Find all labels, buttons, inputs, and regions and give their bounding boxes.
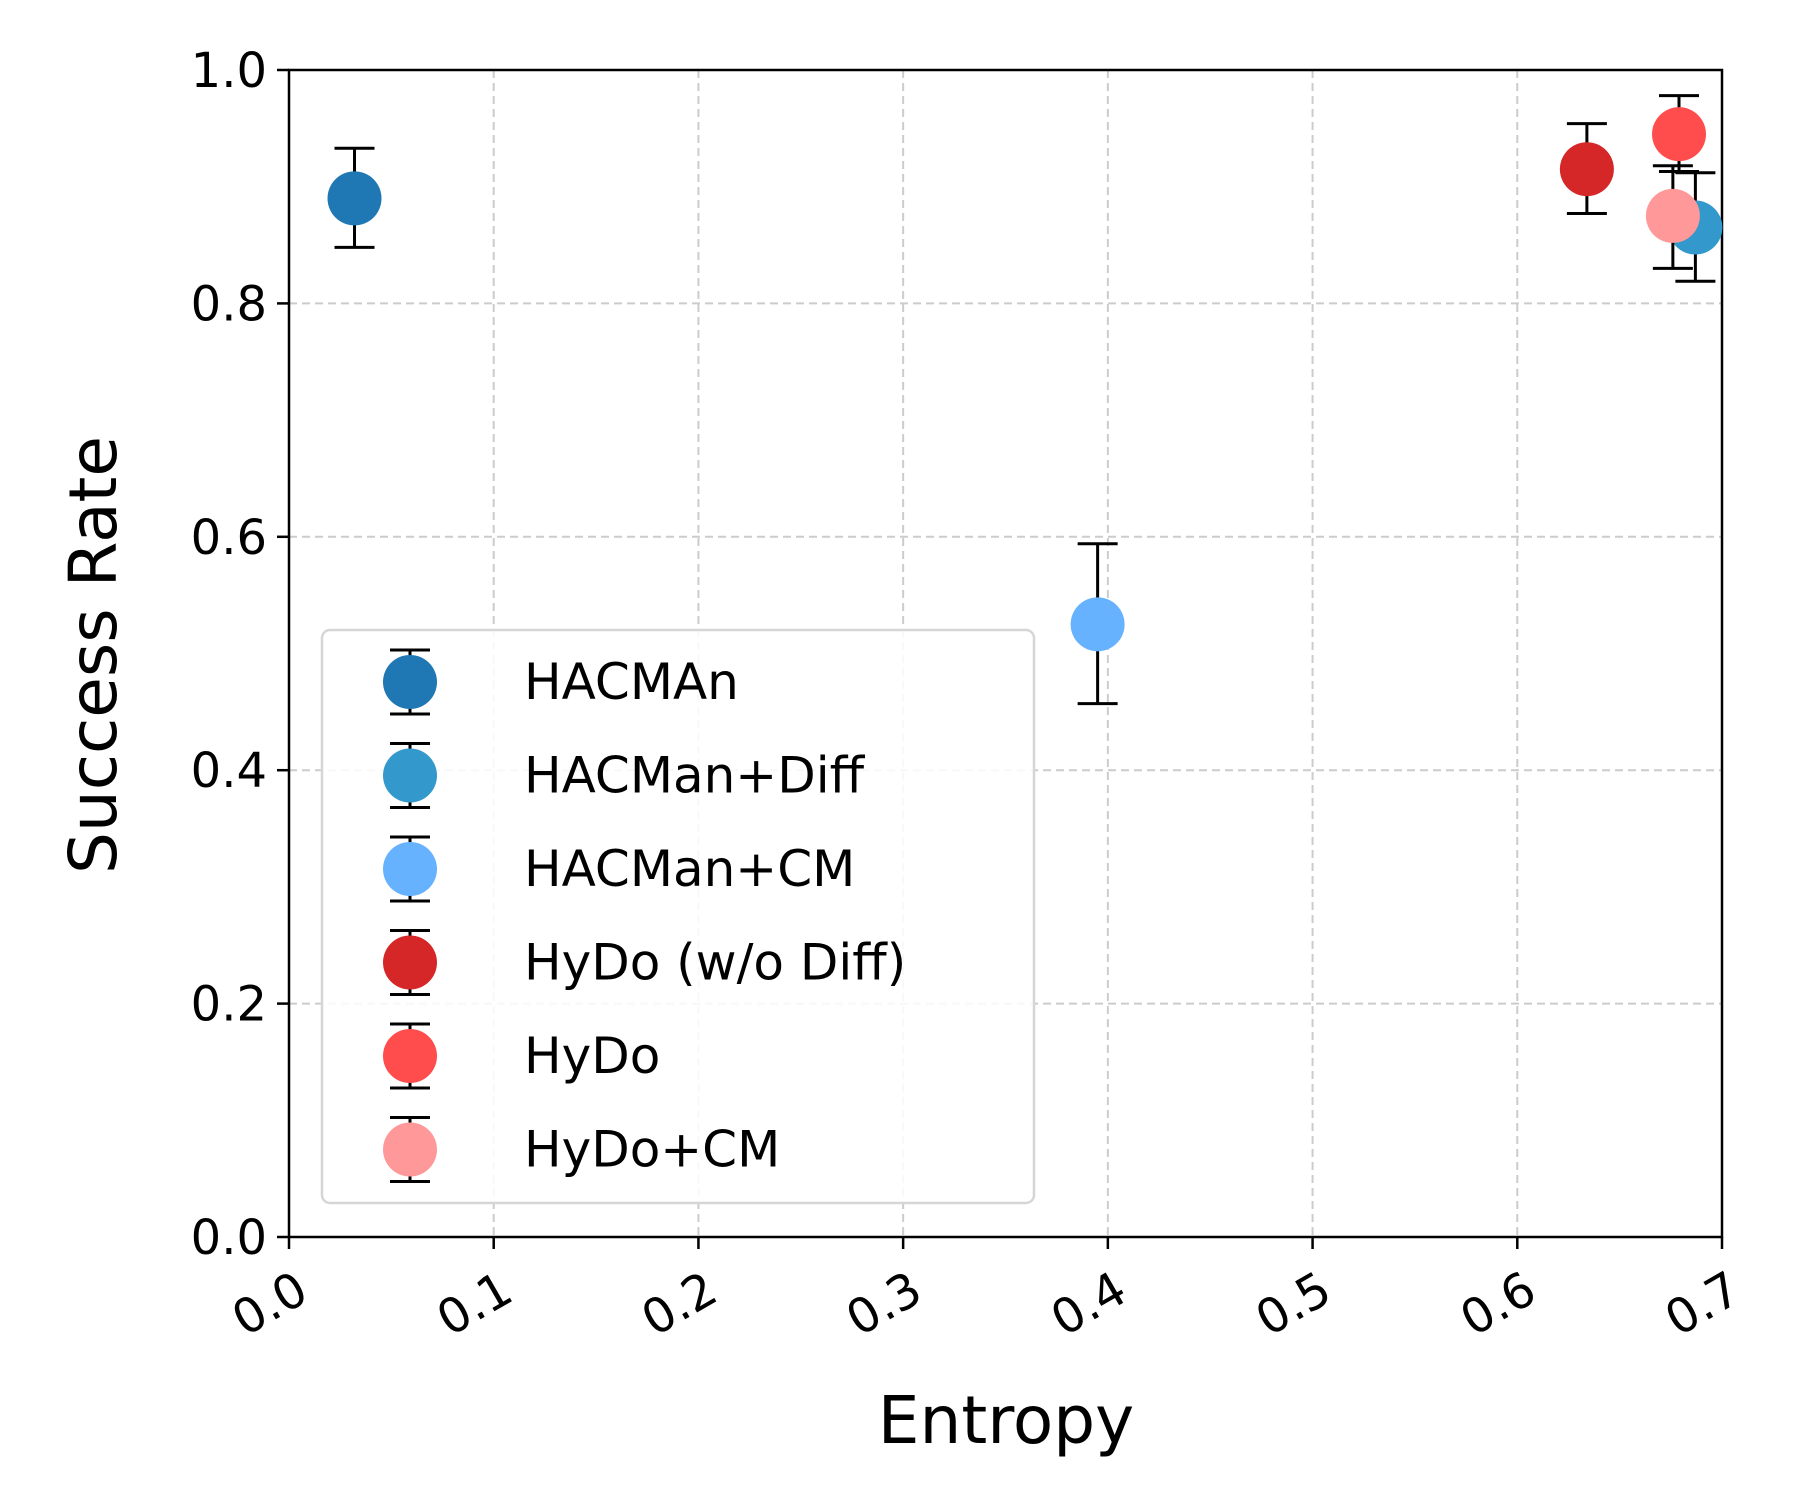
plot-frame — [287, 68, 1724, 1239]
data-point — [1645, 188, 1700, 243]
x-axis-label: Entropy — [878, 1382, 1134, 1459]
legend-marker — [383, 1122, 437, 1177]
legend-label: HACMan+CM — [524, 840, 855, 898]
x-tick-label: 0.6 — [1451, 1261, 1545, 1348]
y-tick-label: 0.0 — [191, 1210, 267, 1266]
x-tick-label: 0.7 — [1656, 1261, 1750, 1348]
x-tick-label: 0.0 — [223, 1261, 317, 1348]
data-point-group — [1652, 94, 1707, 174]
legend-marker — [383, 842, 437, 896]
y-axis-label: Success Rate — [55, 436, 132, 874]
legend-label: HyDo (w/o Diff) — [524, 934, 906, 992]
legend-item: HACMan+Diff — [383, 742, 866, 809]
legend-item: HACMAn — [383, 648, 739, 716]
x-tick-label: 0.2 — [632, 1261, 726, 1348]
data-point-group — [327, 146, 382, 249]
data-marks — [327, 94, 1723, 706]
data-point-group — [1645, 164, 1700, 270]
legend-label: HyDo+CM — [524, 1121, 780, 1179]
data-point — [1070, 597, 1125, 652]
legend-item: HACMan+CM — [383, 835, 855, 903]
y-tick-label: 0.8 — [191, 276, 267, 332]
legend-item: HyDo+CM — [383, 1116, 780, 1183]
legend: HACMAn HACMan+Diff HACMan+CM HyDo (w/o Diff… — [320, 628, 1036, 1205]
y-tick-label: 0.6 — [191, 510, 267, 566]
y-tick-label: 0.4 — [191, 743, 267, 799]
y-tick-label: 1.0 — [191, 43, 267, 99]
legend-label: HACMan+Diff — [524, 747, 866, 805]
legend-marker — [383, 935, 437, 990]
legend-item: HyDo — [383, 1022, 660, 1090]
data-point — [327, 171, 382, 226]
x-tick-label: 0.4 — [1042, 1261, 1136, 1348]
axes — [287, 68, 1724, 1239]
x-tick-label: 0.3 — [837, 1261, 931, 1348]
legend-marker — [383, 1029, 437, 1083]
data-point-group — [1559, 122, 1614, 216]
legend-label: HyDo — [524, 1027, 660, 1085]
data-point — [1652, 107, 1707, 162]
legend-marker — [383, 748, 437, 803]
legend-marker — [383, 655, 437, 709]
x-tick-label: 0.1 — [428, 1261, 522, 1348]
y-tick-label: 0.2 — [191, 977, 267, 1033]
data-point-group — [1070, 542, 1125, 706]
legend-item: HyDo (w/o Diff) — [383, 929, 906, 996]
data-point — [1559, 142, 1614, 197]
x-tick-label: 0.5 — [1246, 1261, 1340, 1348]
legend-box — [320, 628, 1036, 1205]
legend-label: HACMAn — [524, 653, 739, 711]
